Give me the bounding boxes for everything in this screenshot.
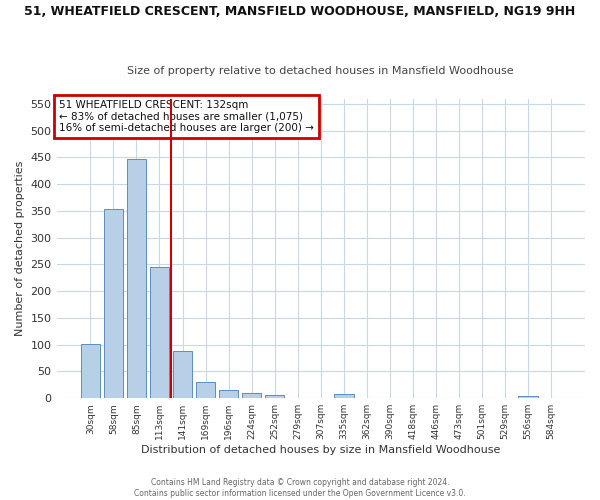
Text: 51, WHEATFIELD CRESCENT, MANSFIELD WOODHOUSE, MANSFIELD, NG19 9HH: 51, WHEATFIELD CRESCENT, MANSFIELD WOODH… [25,5,575,18]
Bar [127,159,146,398]
Text: Contains HM Land Registry data © Crown copyright and database right 2024.
Contai: Contains HM Land Registry data © Crown c… [134,478,466,498]
Bar [80,344,100,398]
Title: Size of property relative to detached houses in Mansfield Woodhouse: Size of property relative to detached ho… [127,66,514,76]
Bar [518,396,538,398]
Bar [334,394,353,398]
Y-axis label: Number of detached properties: Number of detached properties [15,160,25,336]
Bar [173,351,193,398]
Bar [219,390,238,398]
Bar [149,266,169,398]
Bar [242,393,262,398]
Bar [104,208,123,398]
X-axis label: Distribution of detached houses by size in Mansfield Woodhouse: Distribution of detached houses by size … [141,445,500,455]
Text: 51 WHEATFIELD CRESCENT: 132sqm
← 83% of detached houses are smaller (1,075)
16% : 51 WHEATFIELD CRESCENT: 132sqm ← 83% of … [59,100,314,133]
Bar [265,395,284,398]
Bar [196,382,215,398]
